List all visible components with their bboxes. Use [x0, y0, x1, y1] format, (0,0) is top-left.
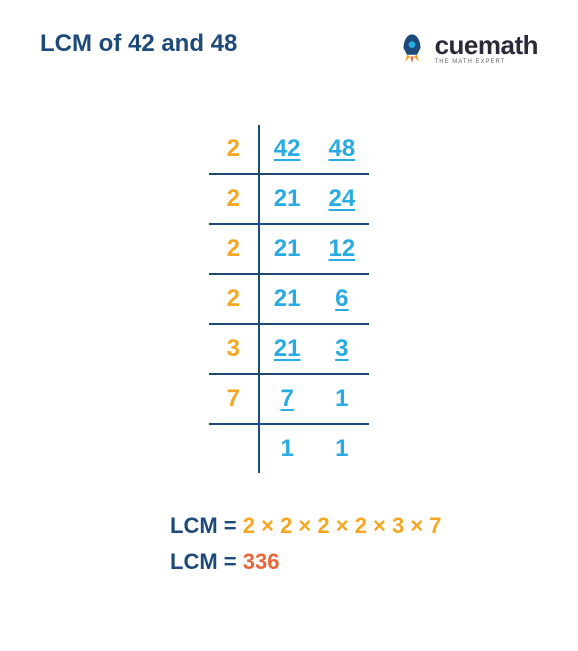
- dividend-a: 42: [259, 125, 315, 174]
- prime-divisor: 2: [209, 174, 259, 224]
- dividend-a: 21: [259, 274, 315, 324]
- lcm-answer: 336: [243, 549, 280, 574]
- prime-divisor: 3: [209, 324, 259, 374]
- result-block: LCM = 2 × 2 × 2 × 2 × 3 × 7 LCM = 336: [170, 513, 538, 575]
- division-row: 11: [209, 424, 369, 473]
- division-row: 771: [209, 374, 369, 424]
- division-ladder: 2424822124221122216321377111: [209, 125, 369, 473]
- dividend-b: 6: [315, 274, 370, 324]
- equals-sign: =: [224, 549, 237, 574]
- dividend-a: 7: [259, 374, 315, 424]
- prime-divisor: 2: [209, 274, 259, 324]
- dividend-a: 1: [259, 424, 315, 473]
- dividend-a: 21: [259, 224, 315, 274]
- dividend-b: 1: [315, 424, 370, 473]
- dividend-a: 21: [259, 174, 315, 224]
- dividend-b: 1: [315, 374, 370, 424]
- prime-divisor: 7: [209, 374, 259, 424]
- division-row: 24248: [209, 125, 369, 174]
- prime-divisor: 2: [209, 125, 259, 174]
- lcm-label: LCM: [170, 513, 218, 538]
- division-row: 22124: [209, 174, 369, 224]
- division-row: 3213: [209, 324, 369, 374]
- brand-logo: cuemath THE MATH EXPERT: [395, 30, 538, 65]
- dividend-b: 24: [315, 174, 370, 224]
- prime-divisor: 2: [209, 224, 259, 274]
- division-row: 2216: [209, 274, 369, 324]
- lcm-expression: 2 × 2 × 2 × 2 × 3 × 7: [243, 513, 442, 538]
- dividend-b: 3: [315, 324, 370, 374]
- lcm-label: LCM: [170, 549, 218, 574]
- logo-tagline: THE MATH EXPERT: [435, 59, 506, 65]
- equals-sign: =: [224, 513, 237, 538]
- dividend-b: 48: [315, 125, 370, 174]
- logo-text: cuemath: [435, 30, 538, 61]
- dividend-b: 12: [315, 224, 370, 274]
- dividend-a: 21: [259, 324, 315, 374]
- page-title: LCM of 42 and 48: [40, 30, 237, 58]
- division-row: 22112: [209, 224, 369, 274]
- prime-divisor: [209, 424, 259, 473]
- rocket-icon: [395, 31, 429, 65]
